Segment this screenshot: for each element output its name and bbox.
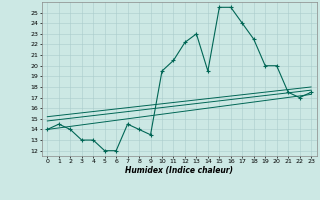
X-axis label: Humidex (Indice chaleur): Humidex (Indice chaleur)	[125, 166, 233, 175]
